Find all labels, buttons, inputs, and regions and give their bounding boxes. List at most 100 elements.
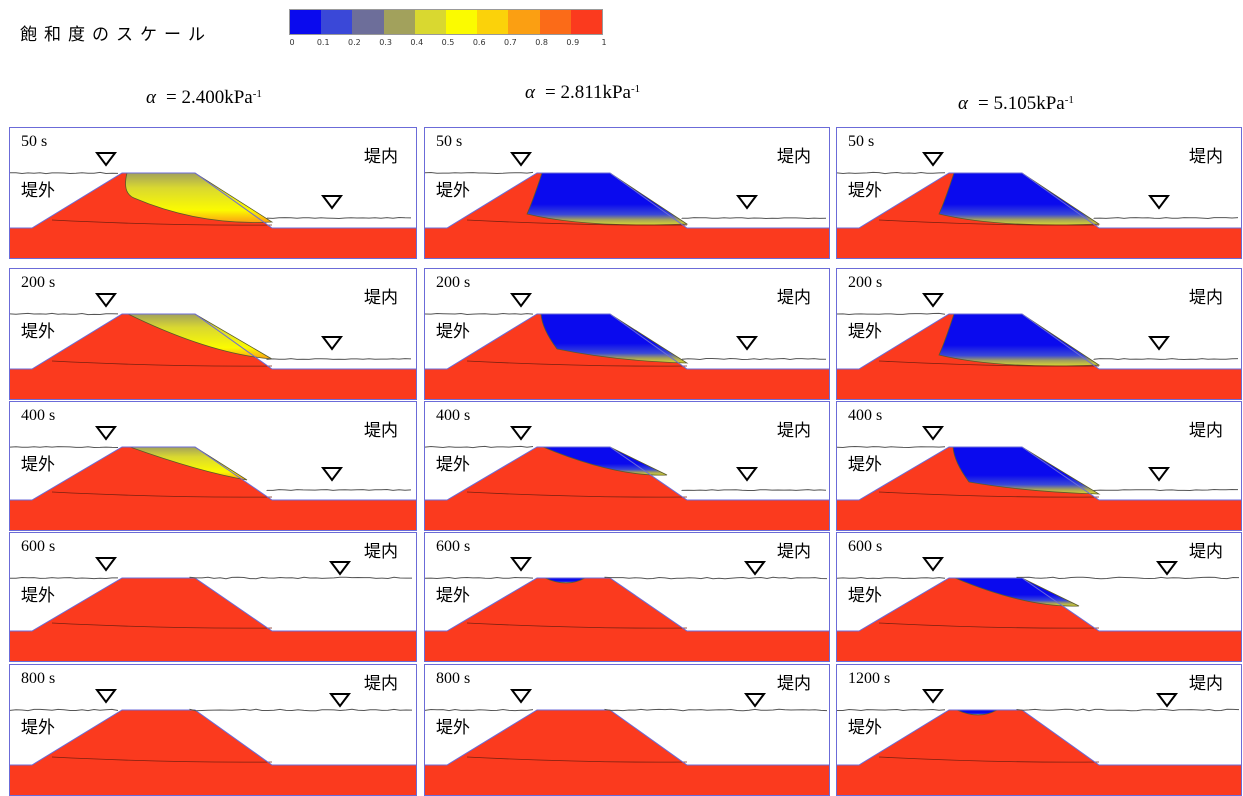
saturation-panel: 200 s 堤外 堤内 (836, 268, 1242, 400)
scale-swatch (508, 10, 540, 34)
water-level-triangle (922, 152, 944, 167)
water-level-triangle (95, 557, 117, 572)
water-level-triangle (321, 467, 343, 482)
inside-levee-label: 堤内 (777, 147, 811, 167)
saturation-panel: 600 s 堤外 堤内 (836, 532, 1242, 662)
water-level-triangle (1156, 561, 1178, 576)
foundation-layer (425, 500, 829, 530)
contour-line (51, 491, 273, 498)
contour-line (51, 756, 273, 763)
inner-water-level (681, 217, 827, 220)
time-label: 600 s (436, 538, 471, 555)
water-level-triangle (1148, 467, 1170, 482)
saturation-panel: 400 s 堤外 堤内 (836, 401, 1242, 531)
contour-line (466, 491, 688, 498)
embankment-outline (10, 313, 416, 370)
time-label: 800 s (436, 670, 471, 687)
alpha-label-col3: α = 5.105kPa-1 (958, 93, 1074, 114)
inner-water-level (1016, 708, 1240, 712)
unsaturated-zone (938, 313, 1101, 367)
outside-levee-label: 堤外 (436, 322, 470, 342)
scale-swatch (352, 10, 384, 34)
outer-water-level (837, 576, 946, 580)
contour-line (466, 360, 688, 367)
outer-water-level (10, 171, 119, 175)
water-level-triangle (1148, 195, 1170, 210)
unsaturated-zone (526, 172, 689, 226)
outside-levee-label: 堤外 (21, 586, 55, 606)
outer-water-level (425, 445, 534, 449)
contour-line (51, 219, 273, 226)
foundation-layer (837, 369, 1241, 399)
outer-water-level (425, 312, 534, 316)
scale-swatch (539, 10, 571, 34)
embankment-diagram (10, 426, 416, 530)
saturation-scale-ticks: 0 0.1 0.2 0.3 0.4 0.5 0.6 0.7 0.8 0.9 1 (286, 38, 616, 52)
water-level-triangle (1148, 336, 1170, 351)
unsaturated-zone (125, 172, 274, 223)
embankment-outline (837, 172, 1241, 229)
outer-water-level (425, 171, 534, 175)
foundation-layer (10, 500, 416, 530)
scale-swatch (321, 10, 353, 34)
water-level-triangle (922, 426, 944, 441)
saturation-panel: 800 s 堤外 堤内 (9, 664, 417, 796)
inner-water-level (266, 488, 412, 491)
inner-water-level (1093, 488, 1239, 492)
embankment-diagram (10, 557, 416, 661)
foundation-layer (10, 631, 416, 661)
embankment-diagram (837, 689, 1241, 795)
inner-water-level (189, 708, 413, 712)
inside-levee-label: 堤内 (777, 421, 811, 441)
inner-water-level (681, 489, 827, 491)
water-level-triangle (922, 293, 944, 308)
scale-tick-label: 0.9 (566, 38, 580, 47)
inner-water-level (189, 576, 412, 580)
embankment-outline (10, 577, 416, 632)
water-level-triangle (736, 195, 758, 210)
inner-water-level (1093, 217, 1239, 220)
scale-tick-label: 0.1 (316, 38, 330, 47)
embankment-outline (10, 446, 416, 501)
outer-water-level (10, 708, 119, 712)
embankment-outline (10, 709, 416, 766)
scale-tick-label: 0.8 (535, 38, 548, 47)
time-label: 600 s (21, 538, 56, 555)
embankment-outline (425, 709, 829, 766)
time-label: 400 s (21, 407, 56, 424)
outside-levee-label: 堤外 (848, 718, 882, 738)
saturation-panel: 50 s 堤外 堤内 (9, 127, 417, 259)
scale-tick-label: 0.6 (472, 38, 486, 47)
embankment-diagram (425, 293, 829, 399)
contour-line (878, 491, 1100, 498)
outside-levee-label: 堤外 (436, 455, 470, 475)
saturation-panel: 50 s 堤外 堤内 (424, 127, 830, 259)
saturation-panel: 200 s 堤外 堤内 (9, 268, 417, 400)
water-level-triangle (95, 689, 117, 704)
scale-tick-label: 0.2 (348, 38, 361, 47)
saturation-scale-bar (289, 9, 603, 35)
outside-levee-label: 堤外 (848, 322, 882, 342)
inside-levee-label: 堤内 (1189, 421, 1223, 441)
outside-levee-label: 堤外 (436, 181, 470, 201)
time-label: 600 s (848, 538, 883, 555)
embankment-body (447, 578, 687, 631)
embankment-diagram (10, 293, 416, 399)
unsaturated-zone (540, 313, 689, 364)
inside-levee-label: 堤内 (777, 674, 811, 694)
outer-water-level (10, 576, 118, 580)
foundation-layer (10, 369, 416, 399)
saturation-panel: 400 s 堤外 堤内 (424, 401, 830, 531)
time-label: 50 s (848, 133, 875, 150)
embankment-outline (837, 709, 1241, 766)
time-label: 50 s (436, 133, 463, 150)
scale-swatch (383, 10, 415, 34)
inside-levee-label: 堤内 (364, 147, 398, 167)
foundation-layer (837, 765, 1241, 795)
embankment-outline (425, 313, 829, 370)
saturation-panel: 1200 s 堤外 堤内 (836, 664, 1242, 796)
contour-line (466, 219, 688, 226)
embankment-diagram (837, 152, 1241, 258)
inner-water-level (604, 576, 828, 580)
water-level-triangle (744, 561, 766, 576)
